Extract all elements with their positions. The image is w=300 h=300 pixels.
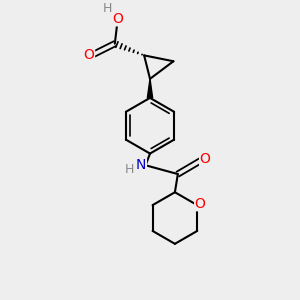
Text: O: O xyxy=(112,12,123,26)
Text: O: O xyxy=(200,152,211,167)
Text: N: N xyxy=(136,158,146,172)
Polygon shape xyxy=(147,79,153,98)
Text: H: H xyxy=(103,2,112,15)
Text: H: H xyxy=(125,163,134,176)
Text: O: O xyxy=(84,48,94,62)
Text: O: O xyxy=(195,197,206,211)
